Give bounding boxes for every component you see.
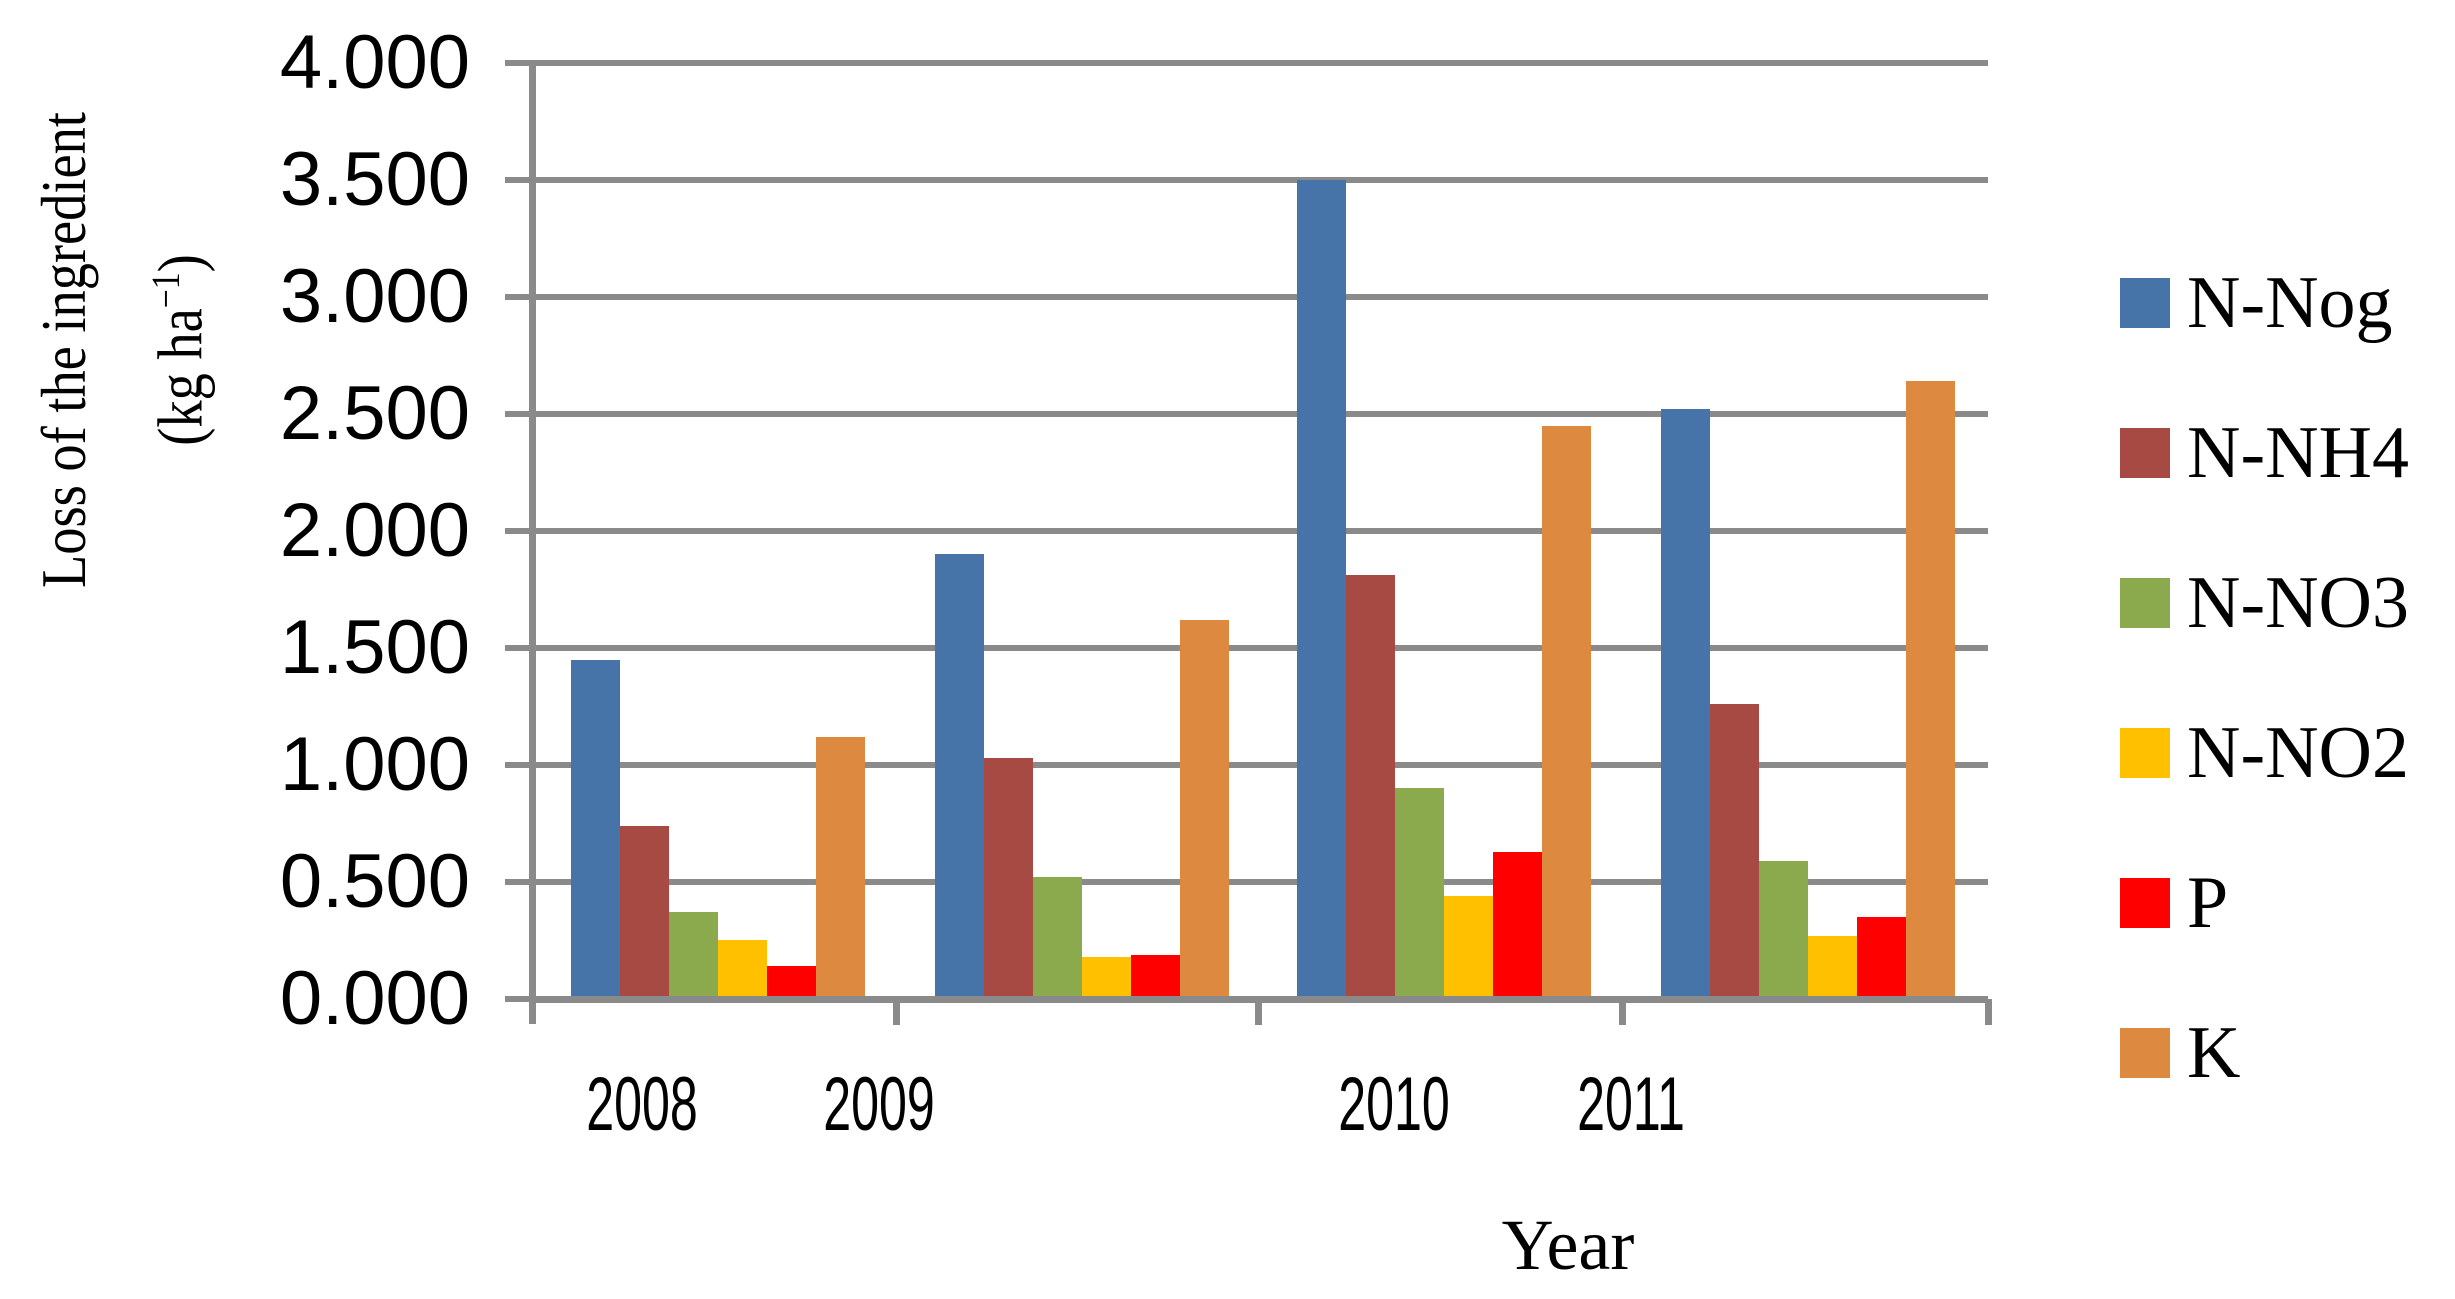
- bar-P-2010: [1493, 852, 1542, 999]
- legend-label-K: K: [2187, 1012, 2241, 1094]
- x-axis-tick: [1985, 999, 1992, 1025]
- y-axis-tick-label: 1.500: [279, 605, 470, 690]
- bar-N-NO3-2008: [669, 912, 718, 999]
- x-axis-tick: [1619, 999, 1626, 1025]
- y-axis-tick-label: 0.500: [279, 839, 470, 924]
- legend-label-P: P: [2187, 862, 2229, 944]
- gridline: [532, 411, 1988, 417]
- y-axis-tick: [505, 528, 532, 534]
- legend-swatch-N-NO2: [2120, 728, 2170, 778]
- bar-N-NH4-2008: [620, 826, 669, 999]
- gridline: [532, 879, 1988, 885]
- y-axis-tick-label: 3.500: [279, 137, 470, 222]
- gridline: [532, 177, 1988, 183]
- bar-N-NH4-2010: [1346, 575, 1395, 999]
- gridline: [532, 762, 1988, 768]
- y-axis-tick: [505, 294, 532, 300]
- y-axis-tick-label: 2.500: [279, 371, 470, 456]
- y-axis-tick: [505, 645, 532, 651]
- legend-label-N-NH4: N-NH4: [2187, 412, 2409, 494]
- y-axis-tick-label: 1.000: [279, 722, 470, 807]
- y-axis-tick: [505, 177, 532, 183]
- bar-K-2009: [1180, 620, 1229, 999]
- bar-P-2008: [767, 966, 816, 999]
- bar-N-NO2-2010: [1444, 896, 1493, 999]
- gridline: [532, 645, 1988, 651]
- legend-swatch-N-NO3: [2120, 578, 2170, 628]
- y-axis-line: [529, 60, 536, 1024]
- gridline: [532, 60, 1988, 66]
- legend-label-N-NO2: N-NO2: [2187, 712, 2409, 794]
- x-axis-tick-label: 2009: [823, 1062, 935, 1147]
- bar-N-NO2-2011: [1808, 936, 1857, 999]
- legend-swatch-P: [2120, 878, 2170, 928]
- legend-swatch-K: [2120, 1028, 2170, 1078]
- y-axis-tick-label: 3.000: [279, 254, 470, 339]
- bar-K-2008: [816, 737, 865, 999]
- bar-N-NO3-2011: [1759, 861, 1808, 999]
- bar-N-NO3-2009: [1033, 877, 1082, 999]
- bar-N-NO2-2009: [1082, 957, 1131, 999]
- bar-K-2011: [1906, 381, 1955, 999]
- y-axis-tick: [505, 996, 532, 1002]
- y-axis-tick: [505, 762, 532, 768]
- bar-N-NH4-2011: [1710, 704, 1759, 999]
- x-axis-tick: [893, 999, 900, 1025]
- bar-P-2011: [1857, 917, 1906, 999]
- bar-N-NO3-2010: [1395, 788, 1444, 999]
- legend-label-N-NO3: N-NO3: [2187, 562, 2409, 644]
- bar-N-Nog-2010: [1297, 180, 1346, 999]
- legend-swatch-N-NH4: [2120, 428, 2170, 478]
- x-axis-tick-label: 2008: [586, 1062, 698, 1147]
- legend-swatch-N-Nog: [2120, 278, 2170, 328]
- y-axis-tick: [505, 879, 532, 885]
- y-axis-tick-label: 2.000: [279, 488, 470, 573]
- bar-N-NH4-2009: [984, 758, 1033, 999]
- y-axis-tick: [505, 411, 532, 417]
- bar-P-2009: [1131, 955, 1180, 999]
- legend-label-N-Nog: N-Nog: [2187, 262, 2393, 344]
- gridline: [532, 528, 1988, 534]
- bar-N-NO2-2008: [718, 940, 767, 999]
- bar-N-Nog-2011: [1661, 409, 1710, 999]
- y-axis-tick: [505, 60, 532, 66]
- bar-K-2010: [1542, 426, 1591, 999]
- bar-N-Nog-2009: [935, 554, 984, 999]
- x-axis-title: Year: [1501, 1205, 1635, 1285]
- bar-N-Nog-2008: [571, 660, 620, 999]
- y-axis-tick-label: 0.000: [279, 956, 470, 1041]
- y-axis-tick-label: 4.000: [279, 20, 470, 105]
- x-axis-tick: [1255, 999, 1262, 1025]
- gridline: [532, 294, 1988, 300]
- x-axis-tick-label: 2011: [1577, 1062, 1685, 1147]
- x-axis-tick-label: 2010: [1338, 1062, 1450, 1147]
